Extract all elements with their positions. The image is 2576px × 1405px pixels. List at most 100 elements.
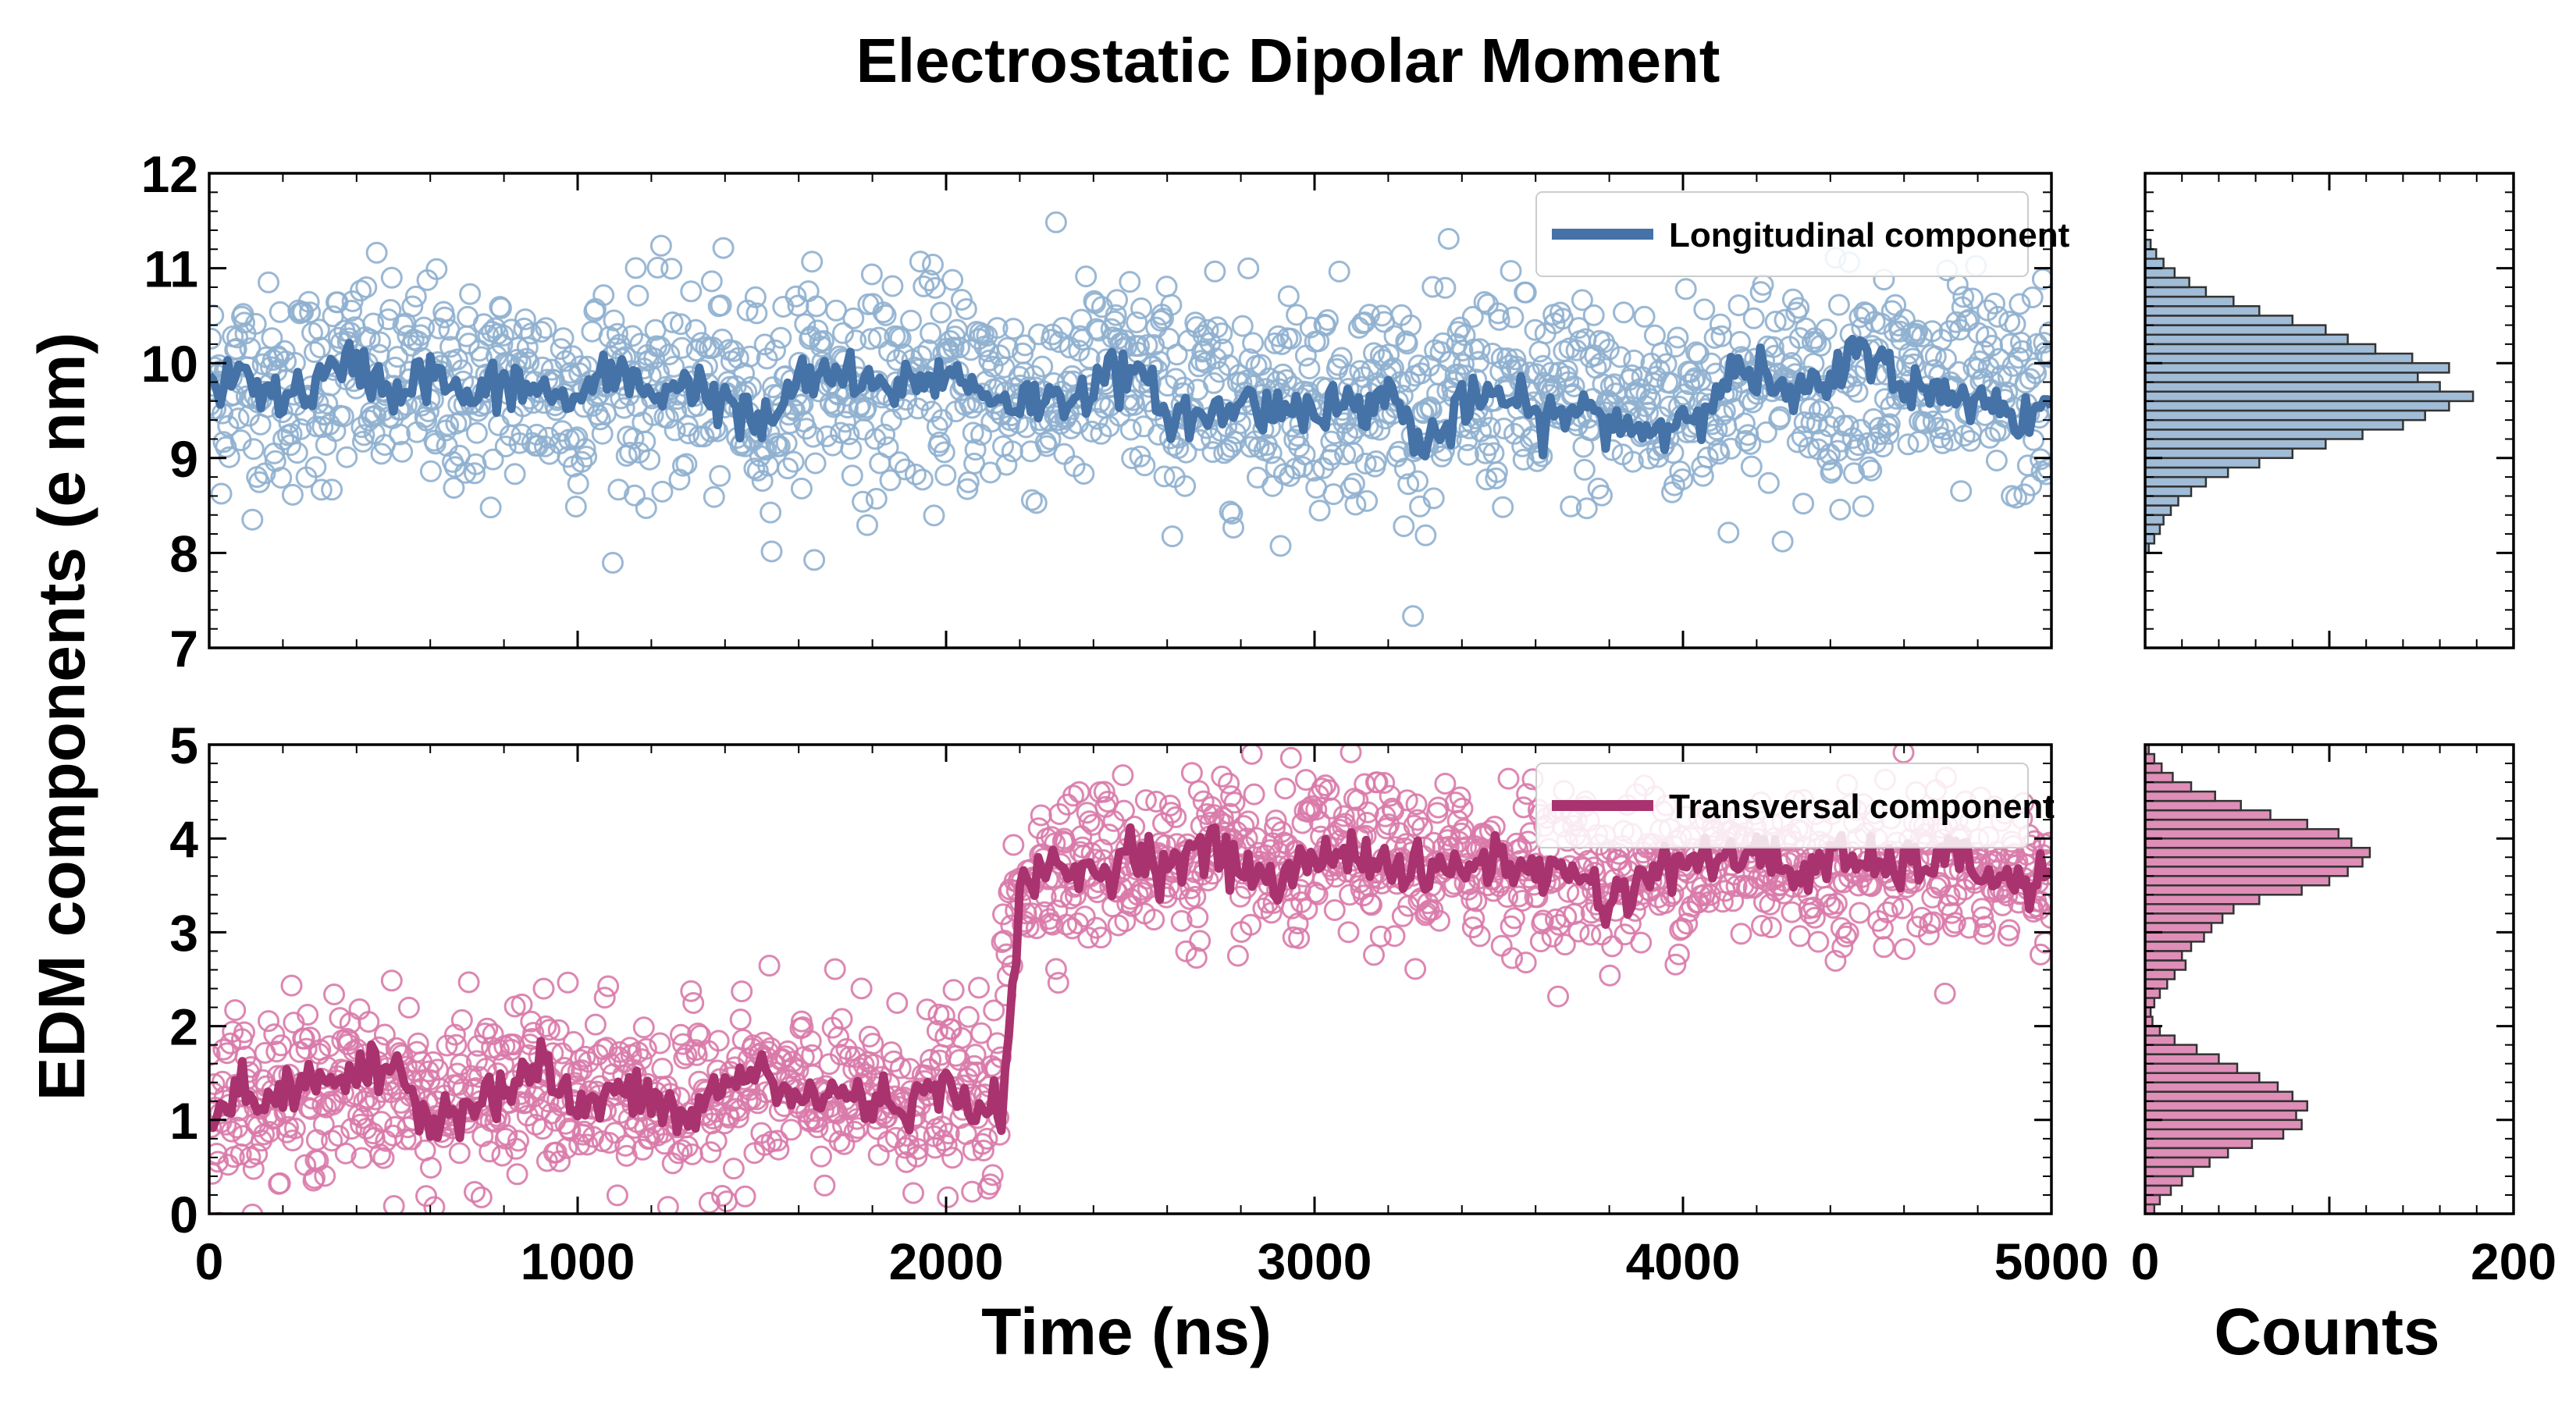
- histogram-bar: [2144, 987, 2161, 999]
- scatter-point: [1402, 605, 1425, 628]
- scatter-point: [777, 457, 799, 480]
- scatter-point: [1119, 418, 1142, 441]
- scatter-point: [727, 347, 749, 369]
- scatter-point: [220, 1120, 243, 1143]
- histogram-bar: [2144, 894, 2261, 905]
- scatter-point: [1984, 851, 2007, 873]
- scatter-point: [1211, 765, 1233, 788]
- scatter-point: [239, 337, 262, 360]
- scatter-point: [1973, 923, 1995, 945]
- scatter-point: [491, 1144, 514, 1167]
- scatter-point: [709, 464, 731, 487]
- scatter-point: [1320, 797, 1343, 820]
- x-tick-label: 0: [195, 1232, 224, 1290]
- scatter-point: [297, 1004, 319, 1026]
- scatter-point: [465, 422, 488, 444]
- scatter-point: [1260, 442, 1283, 464]
- scatter-point: [801, 251, 824, 273]
- scatter-point: [1160, 293, 1183, 316]
- scatter-point: [1206, 316, 1229, 339]
- scatter-point: [1647, 886, 1670, 909]
- scatter-point: [1609, 346, 1631, 368]
- scatter-point: [507, 336, 529, 359]
- scatter-point: [1020, 489, 1043, 511]
- scatter-point: [1332, 412, 1355, 435]
- scatter-point: [1648, 359, 1670, 382]
- scatter-point: [639, 448, 661, 471]
- scatter-point: [996, 336, 1019, 359]
- scatter-point: [382, 1195, 405, 1214]
- scatter-point: [1698, 891, 1720, 913]
- scatter-point: [834, 411, 856, 433]
- scatter-point: [1792, 493, 1815, 515]
- scatter-point: [1112, 799, 1135, 822]
- scatter-point: [632, 1138, 654, 1161]
- scatter-point: [1189, 930, 1212, 952]
- scatter-point: [1153, 465, 1176, 488]
- scatter-point: [575, 446, 598, 468]
- scatter-point: [1339, 364, 1361, 386]
- scatter-point: [1414, 524, 1437, 546]
- scatter-point: [624, 257, 647, 279]
- histogram-bar: [2144, 799, 2242, 812]
- scatter-point: [1344, 806, 1367, 829]
- scatter-point: [241, 1204, 264, 1214]
- x-tick-label: 3000: [1258, 1232, 1372, 1290]
- scatter-point: [976, 1127, 998, 1150]
- scatter-point: [1185, 947, 1208, 969]
- scatter-point: [842, 307, 865, 329]
- scatter-point: [1369, 344, 1392, 367]
- histogram-bar: [2144, 1184, 2172, 1197]
- scatter-point: [656, 1196, 679, 1214]
- scatter-point: [911, 468, 934, 491]
- scatter-point: [806, 319, 829, 342]
- scatter-point: [1755, 421, 1777, 443]
- x-tick-label: 5000: [1994, 1232, 2109, 1290]
- scatter-point: [1160, 802, 1183, 824]
- scatter-point: [830, 422, 852, 444]
- scatter-point: [934, 464, 957, 486]
- histogram-bar: [2144, 771, 2174, 784]
- line-series-longitudinal: [209, 334, 2051, 461]
- scatter-point: [804, 452, 827, 475]
- histogram-bar: [2144, 1193, 2161, 1206]
- scatter-point: [450, 411, 472, 433]
- scatter-point: [2021, 286, 2044, 308]
- scatter-point: [913, 275, 935, 297]
- scatter-point: [242, 438, 265, 461]
- histogram-bar: [2144, 1062, 2239, 1074]
- scatter-point: [283, 1117, 306, 1140]
- scatter-point: [1237, 257, 1260, 279]
- histogram-bar: [2144, 486, 2193, 497]
- scatter-point: [727, 1106, 749, 1129]
- scatter-point: [1265, 809, 1287, 832]
- scatter-point: [1667, 326, 1689, 349]
- histogram-bar: [2144, 248, 2158, 260]
- scatter-point: [673, 1047, 696, 1069]
- legend-label: Transversal component: [1669, 788, 2055, 826]
- scatter-point: [1897, 433, 1920, 456]
- scatter-point: [900, 309, 922, 332]
- scatter-point: [838, 423, 860, 446]
- scatter-point: [710, 294, 732, 317]
- y-tick-label: 10: [141, 335, 198, 393]
- scatter-point: [1603, 373, 1626, 396]
- scatter-point: [597, 975, 620, 998]
- scatter-point: [642, 404, 664, 426]
- scatter-point: [1422, 487, 1445, 510]
- scatter-point: [1382, 799, 1404, 822]
- scatter-point: [446, 1062, 468, 1085]
- scatter-point: [1357, 801, 1379, 823]
- scatter-point: [2009, 331, 2032, 354]
- histogram-bar: [2144, 931, 2205, 943]
- scatter-point: [935, 1134, 958, 1157]
- scatter-point: [1497, 767, 1520, 790]
- scatter-point: [304, 1167, 326, 1190]
- scatter-point: [1573, 458, 1596, 481]
- histogram-bar: [2144, 846, 2371, 859]
- scatter-point: [1837, 414, 1859, 437]
- scatter-point: [746, 1092, 769, 1115]
- scatter-point: [1242, 332, 1265, 354]
- scatter-point: [1941, 915, 1964, 937]
- scatter-point: [355, 276, 378, 298]
